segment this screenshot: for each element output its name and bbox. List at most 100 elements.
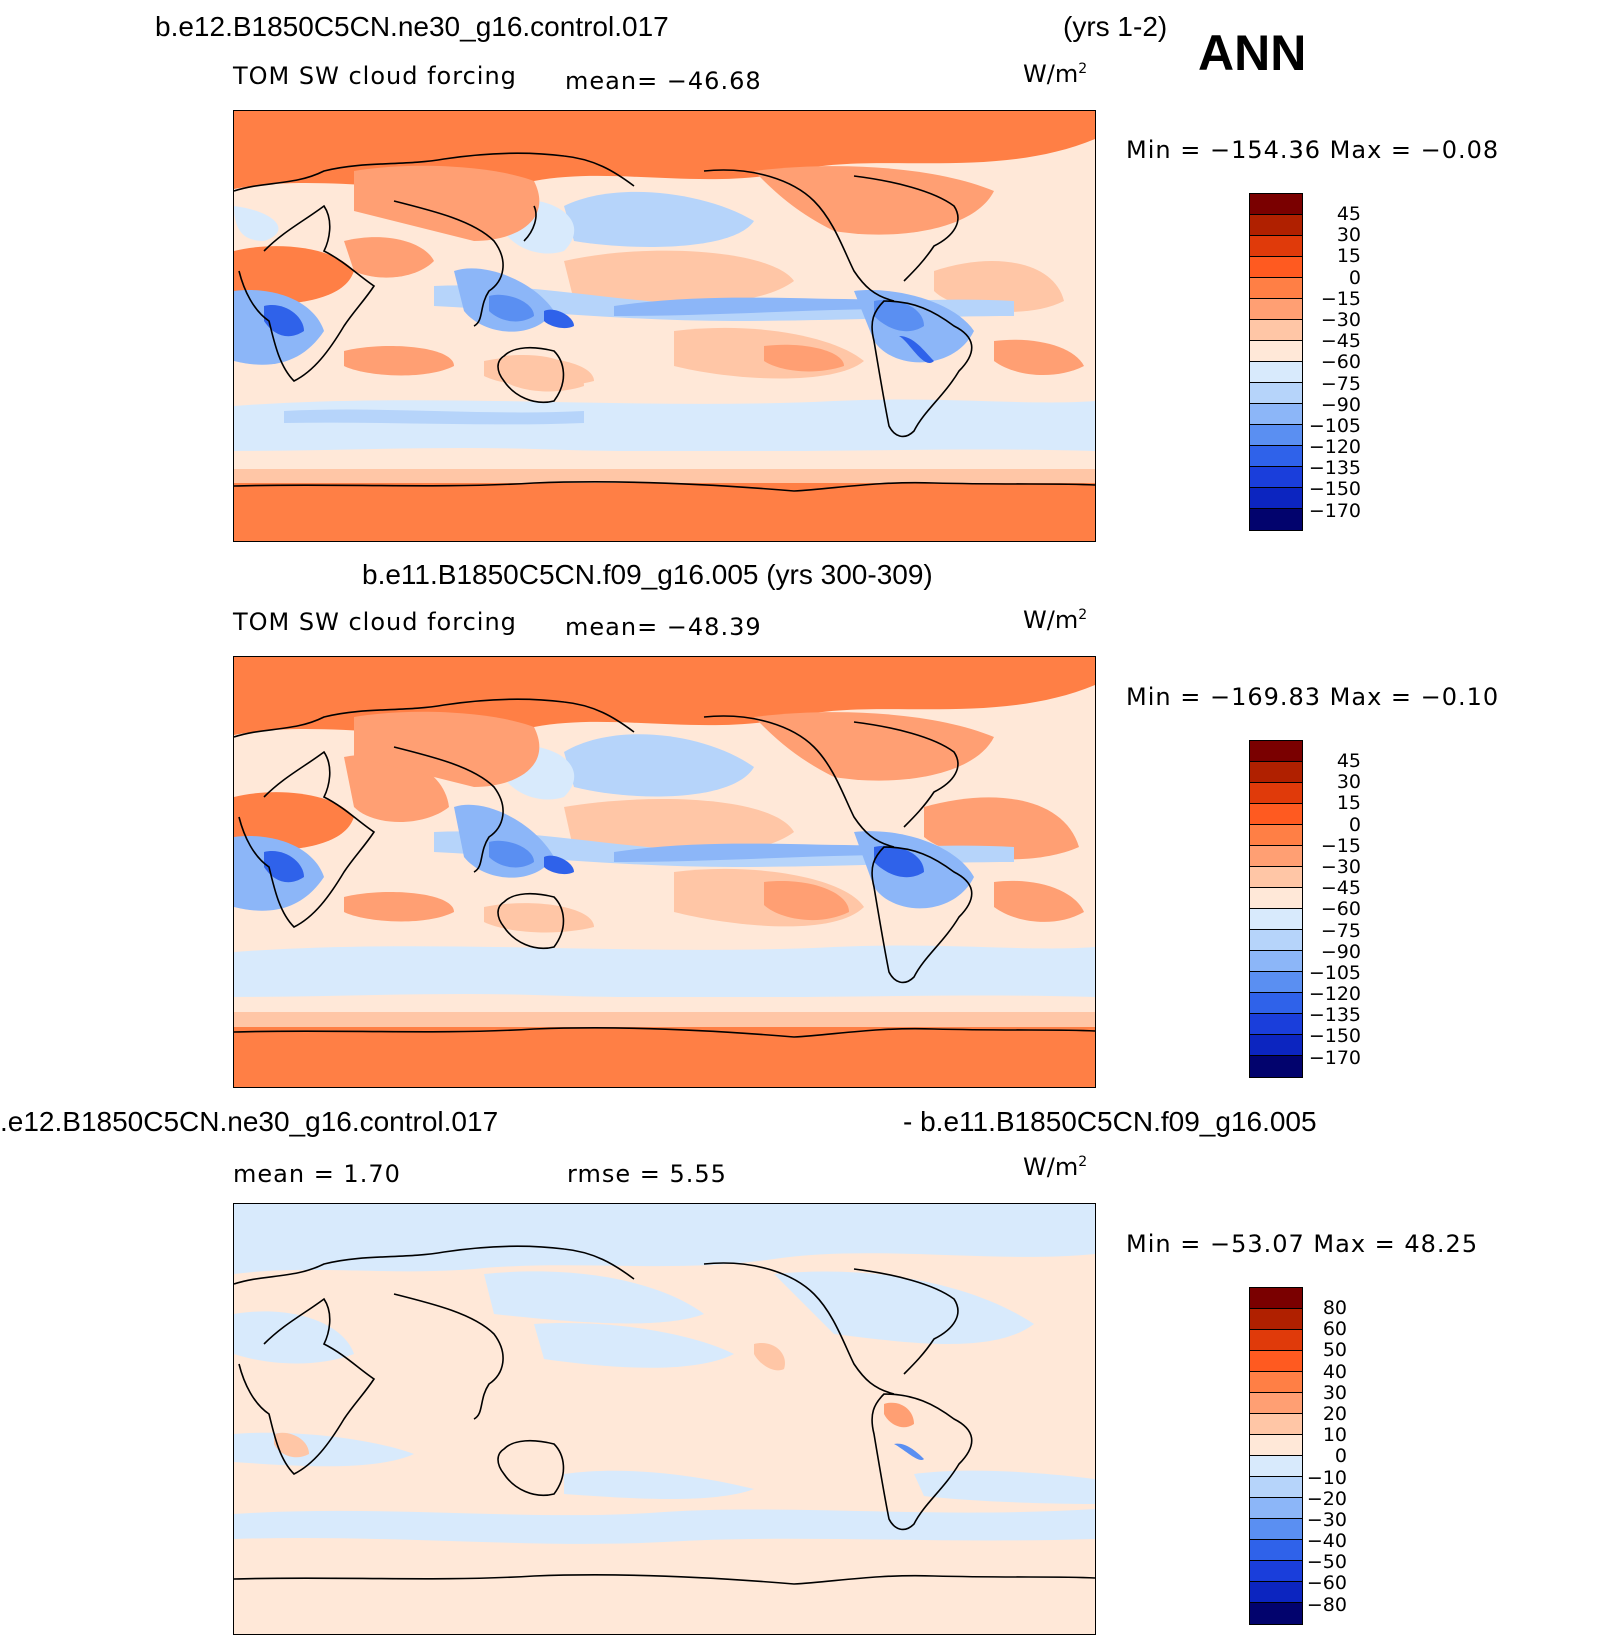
colorbar-label: −30	[1320, 308, 1361, 331]
colorbar-label: −75	[1320, 919, 1361, 942]
colorbar-label: −50	[1306, 1551, 1347, 1574]
panel1-mean: mean= −46.68	[565, 67, 762, 95]
colorbar-cell	[1250, 1393, 1302, 1414]
colorbar-cell	[1250, 446, 1302, 467]
colorbar-cell	[1250, 867, 1302, 888]
colorbar-label: −75	[1320, 372, 1361, 395]
colorbar-label: −135	[1308, 457, 1361, 480]
colorbar-cell	[1250, 846, 1302, 867]
colorbar-cell	[1250, 930, 1302, 951]
colorbar-label: 60	[1322, 1318, 1347, 1341]
colorbar-cell	[1250, 951, 1302, 972]
colorbar-label: −10	[1306, 1466, 1347, 1489]
colorbar-cell	[1250, 783, 1302, 804]
colorbar-label: −45	[1320, 877, 1361, 900]
panel1-colorbar-labels: 45 30 15 0 −15 −30 −45 −60 −75 −90 −105 …	[1303, 203, 1361, 522]
case-title: b.e12.B1850C5CN.ne30_g16.control.017	[155, 11, 669, 42]
colorbar-cell	[1250, 467, 1302, 488]
colorbar-cell	[1250, 1561, 1302, 1582]
colorbar-label: 0	[1348, 266, 1361, 289]
colorbar-label: −80	[1306, 1593, 1347, 1616]
colorbar-cell	[1250, 1330, 1302, 1351]
colorbar-label: 15	[1336, 792, 1361, 815]
colorbar-cell	[1250, 362, 1302, 383]
colorbar-label: −150	[1308, 1025, 1361, 1048]
panel2-units: W/m2	[1023, 606, 1088, 634]
colorbar-cell	[1250, 257, 1302, 278]
panel3-minmax: Min = −53.07 Max = 48.25	[1126, 1230, 1479, 1258]
colorbar-cell	[1250, 236, 1302, 257]
panel1-colorbar	[1249, 193, 1303, 531]
colorbar-cell	[1250, 909, 1302, 930]
panel2-colorbar	[1249, 740, 1303, 1078]
panel2-map	[233, 656, 1096, 1088]
colorbar-cell	[1250, 404, 1302, 425]
panel3-title-left: .e12.B1850C5CN.ne30_g16.control.017	[0, 1106, 499, 1137]
panel2-title: b.e11.B1850C5CN.f09_g16.005 (yrs 300-309…	[362, 559, 933, 590]
colorbar-cell	[1250, 972, 1302, 993]
colorbar-cell	[1250, 1414, 1302, 1435]
colorbar-label: 40	[1322, 1360, 1347, 1383]
season-label: ANN	[1198, 25, 1307, 81]
panel1-units: W/m2	[1023, 60, 1088, 88]
colorbar-cell	[1250, 741, 1302, 762]
colorbar-label: −30	[1320, 855, 1361, 878]
colorbar-cell	[1250, 488, 1302, 509]
colorbar-cell	[1250, 383, 1302, 404]
panel3-map	[233, 1203, 1096, 1635]
colorbar-cell	[1250, 1477, 1302, 1498]
colorbar-label: −90	[1320, 940, 1361, 963]
colorbar-label: −40	[1306, 1530, 1347, 1553]
colorbar-label: −170	[1308, 1046, 1361, 1069]
panel2-colorbar-labels: 45 30 15 0 −15 −30 −45 −60 −75 −90 −105 …	[1303, 750, 1361, 1069]
colorbar-cell	[1250, 1603, 1302, 1624]
colorbar-cell	[1250, 194, 1302, 215]
colorbar-cell	[1250, 993, 1302, 1014]
colorbar-label: 20	[1322, 1402, 1347, 1425]
colorbar-cell	[1250, 341, 1302, 362]
colorbar-label: 30	[1336, 771, 1361, 794]
panel3-colorbar	[1249, 1287, 1303, 1625]
colorbar-label: −120	[1308, 436, 1361, 459]
colorbar-cell	[1250, 1582, 1302, 1603]
colorbar-label: −120	[1308, 983, 1361, 1006]
colorbar-cell	[1250, 825, 1302, 846]
colorbar-label: 10	[1322, 1424, 1347, 1447]
panel3-title-right: - b.e11.B1850C5CN.f09_g16.005	[903, 1106, 1317, 1137]
panel3-mean: mean = 1.70	[233, 1160, 401, 1188]
colorbar-cell	[1250, 1351, 1302, 1372]
colorbar-cell	[1250, 804, 1302, 825]
colorbar-label: −60	[1306, 1572, 1347, 1595]
colorbar-cell	[1250, 1540, 1302, 1561]
colorbar-label: −150	[1308, 478, 1361, 501]
panel2-minmax: Min = −169.83 Max = −0.10	[1126, 683, 1500, 711]
colorbar-label: −90	[1320, 393, 1361, 416]
colorbar-label: −135	[1308, 1004, 1361, 1027]
colorbar-cell	[1250, 1519, 1302, 1540]
colorbar-label: −105	[1308, 961, 1361, 984]
colorbar-cell	[1250, 278, 1302, 299]
colorbar-label: −45	[1320, 330, 1361, 353]
colorbar-cell	[1250, 1056, 1302, 1077]
colorbar-label: −170	[1308, 499, 1361, 522]
colorbar-cell	[1250, 1435, 1302, 1456]
panel1-variable: TOM SW cloud forcing	[233, 62, 517, 90]
colorbar-cell	[1250, 320, 1302, 341]
panel2-mean: mean= −48.39	[565, 613, 762, 641]
colorbar-cell	[1250, 1456, 1302, 1477]
colorbar-label: 30	[1322, 1381, 1347, 1404]
colorbar-label: 45	[1336, 203, 1361, 225]
panel3-colorbar-labels: 80 60 50 40 30 20 10 0 −10 −20 −30 −40 −…	[1303, 1297, 1347, 1616]
colorbar-cell	[1250, 425, 1302, 446]
colorbar-cell	[1250, 1309, 1302, 1330]
colorbar-label: 15	[1336, 245, 1361, 268]
colorbar-label: 30	[1336, 224, 1361, 247]
colorbar-label: 45	[1336, 750, 1361, 772]
colorbar-cell	[1250, 762, 1302, 783]
colorbar-cell	[1250, 1035, 1302, 1056]
colorbar-label: −60	[1320, 898, 1361, 921]
colorbar-label: −105	[1308, 414, 1361, 437]
years-label: (yrs 1-2)	[1063, 11, 1168, 42]
colorbar-cell	[1250, 888, 1302, 909]
colorbar-cell	[1250, 509, 1302, 530]
